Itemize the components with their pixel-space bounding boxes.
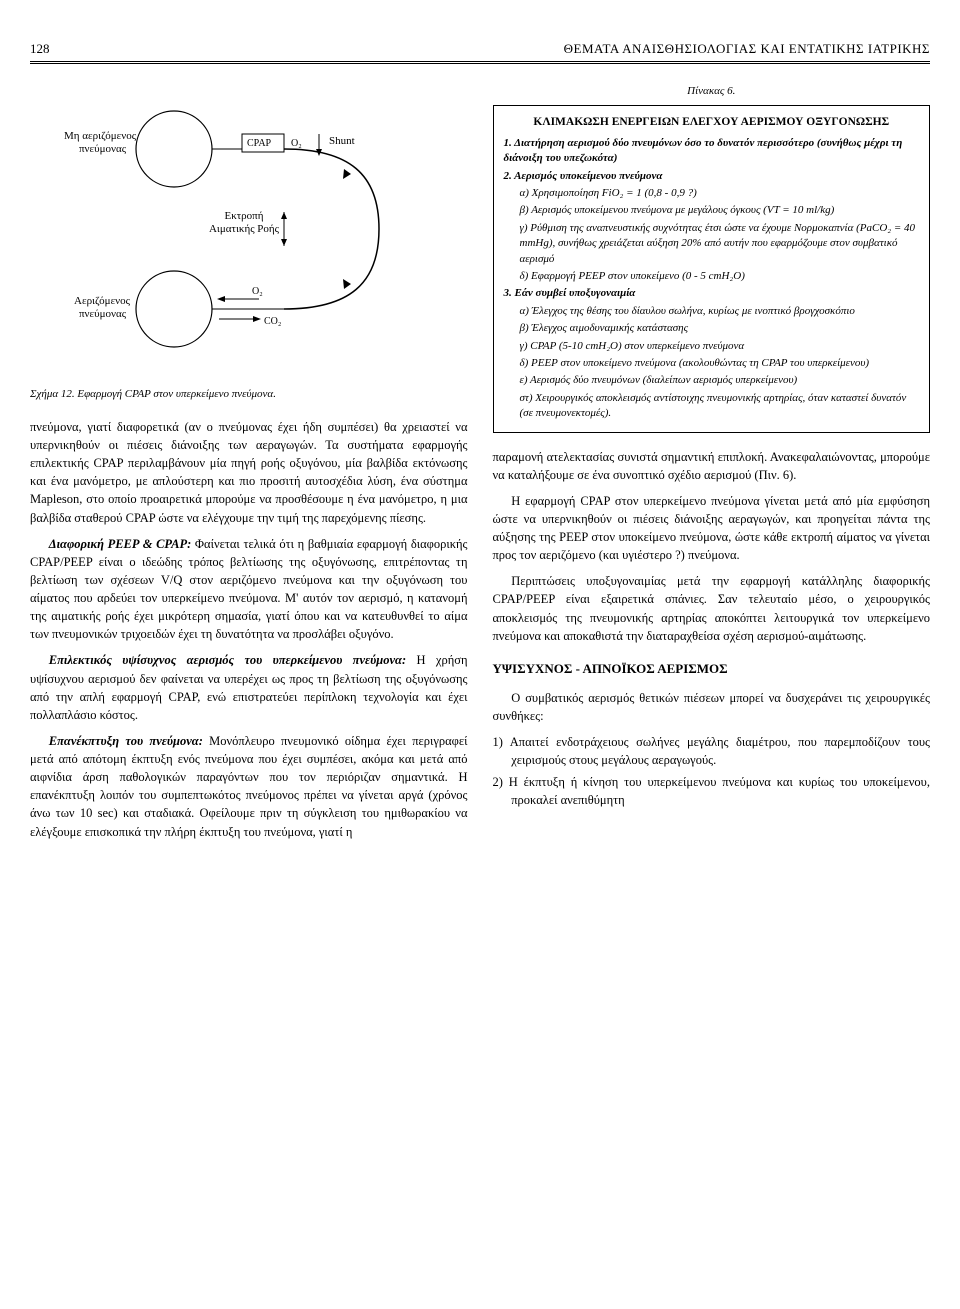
list-item-2: 2) Η έκπτυξη ή κίνηση του υπερκείμενου π… bbox=[493, 773, 931, 809]
page-number: 128 bbox=[30, 40, 50, 59]
left-p4: Επανέκπτυξη του πνεύμονα: Μονόπλευρο πνε… bbox=[30, 732, 468, 841]
label-o2: O₂ bbox=[252, 286, 263, 297]
p4-lead: Επανέκπτυξη του πνεύμονα: bbox=[49, 734, 203, 748]
table-item2c: γ) Ρύθμιση της αναπνευστικής συχνότητας … bbox=[520, 221, 920, 267]
label-co2: CO₂ bbox=[264, 316, 281, 327]
page-header: 128 ΘΕΜΑΤΑ ΑΝΑΙΣΘΗΣΙΟΛΟΓΙΑΣ ΚΑΙ ΕΝΤΑΤΙΚΗ… bbox=[30, 40, 930, 64]
label-cpap: CPAP bbox=[247, 138, 272, 149]
diagram-caption: Σχήμα 12. Εφαρμογή CPAP στον υπερκείμενο… bbox=[30, 387, 468, 403]
table-caption: Πίνακας 6. bbox=[493, 84, 931, 100]
label-nonvent: Μη αεριζόμενος bbox=[64, 130, 137, 142]
table-item3e: ε) Αερισμός δύο πνευμόνων (διαλείπων αερ… bbox=[520, 373, 920, 388]
label-vent: Αεριζόμενος bbox=[74, 295, 131, 307]
table-item2b: β) Αερισμός υποκείμενου πνεύμονα με μεγά… bbox=[520, 203, 920, 218]
table-item2d: δ) Εφαρμογή PEEP στον υποκείμενο (0 - 5 … bbox=[520, 269, 920, 284]
content-columns: Μη αεριζόμενος πνεύμονας Αεριζόμενος πνε… bbox=[30, 84, 930, 849]
table-item3c: γ) CPAP (5-10 cmH₂O) στον υπερκείμενο πν… bbox=[520, 339, 920, 354]
list-item-1: 1) Απαιτεί ενδοτράχειους σωλήνες μεγάλης… bbox=[493, 733, 931, 769]
table-item3d: δ) PEEP στον υποκείμενο πνεύμονα (ακολου… bbox=[520, 356, 920, 371]
p3-lead: Επιλεκτικός υψίσυχνος αερισμός του υπερκ… bbox=[49, 653, 406, 667]
table-item1: 1. Διατήρηση αερισμού δύο πνευμόνων όσο … bbox=[504, 136, 920, 167]
right-p3: Περιπτώσεις υποξυγοναιμίας μετά την εφαρ… bbox=[493, 572, 931, 645]
svg-text:O₂: O₂ bbox=[291, 138, 302, 149]
table-item3b: β) Έλεγχος αιμοδυναμικής κατάστασης bbox=[520, 321, 920, 336]
svg-text:πνεύμονας: πνεύμονας bbox=[79, 143, 127, 155]
table-item3st: στ) Χειρουργικός αποκλεισμός αντίστοιχης… bbox=[520, 391, 920, 422]
table-item2a: α) Χρησιμοποίηση FiO₂ = 1 (0,8 - 0,9 ?) bbox=[520, 186, 920, 201]
right-column: Πίνακας 6. ΚΛΙΜΑΚΩΣΗ ΕΝΕΡΓΕΙΩΝ ΕΛΕΓΧΟΥ Α… bbox=[493, 84, 931, 849]
table-box: ΚΛΙΜΑΚΩΣΗ ΕΝΕΡΓΕΙΩΝ ΕΛΕΓΧΟΥ ΑΕΡΙΣΜΟΥ ΟΞΥ… bbox=[493, 105, 931, 433]
svg-text:πνεύμονας: πνεύμονας bbox=[79, 308, 127, 320]
lung-diagram: Μη αεριζόμενος πνεύμονας Αεριζόμενος πνε… bbox=[30, 94, 468, 403]
right-p4: Ο συμβατικός αερισμός θετικών πιέσεων μπ… bbox=[493, 689, 931, 725]
label-diversion: Εκτροπή bbox=[224, 210, 263, 222]
svg-text:Αιματικής Ροής: Αιματικής Ροής bbox=[209, 223, 280, 235]
table-item2: 2. Αερισμός υποκείμενου πνεύμονα bbox=[504, 169, 920, 184]
table-title: ΚΛΙΜΑΚΩΣΗ ΕΝΕΡΓΕΙΩΝ ΕΛΕΓΧΟΥ ΑΕΡΙΣΜΟΥ ΟΞΥ… bbox=[504, 114, 920, 130]
left-p1: πνεύμονα, γιατί διαφορετικά (αν ο πνεύμο… bbox=[30, 418, 468, 527]
table-item3a: α) Έλεγχος της θέσης του δίαυλου σωλήνα,… bbox=[520, 304, 920, 319]
left-column: Μη αεριζόμενος πνεύμονας Αεριζόμενος πνε… bbox=[30, 84, 468, 849]
left-p3: Επιλεκτικός υψίσυχνος αερισμός του υπερκ… bbox=[30, 651, 468, 724]
p2-lead: Διαφορική PEEP & CPAP: bbox=[49, 537, 192, 551]
label-shunt: Shunt bbox=[329, 135, 355, 147]
table-item3: 3. Εάν συμβεί υποξυγοναιμία bbox=[504, 286, 920, 301]
right-p2: Η εφαρμογή CPAP στον υπερκείμενο πνεύμον… bbox=[493, 492, 931, 565]
left-p2: Διαφορική PEEP & CPAP: Φαίνεται τελικά ό… bbox=[30, 535, 468, 644]
header-title: ΘΕΜΑΤΑ ΑΝΑΙΣΘΗΣΙΟΛΟΓΙΑΣ ΚΑΙ ΕΝΤΑΤΙΚΗΣ ΙΑ… bbox=[564, 40, 930, 59]
section-heading: ΥΨΙΣΥΧΝΟΣ - ΑΠΝΟΪΚΟΣ ΑΕΡΙΣΜΟΣ bbox=[493, 660, 931, 679]
right-p1: παραμονή ατελεκτασίας συνιστά σημαντική … bbox=[493, 448, 931, 484]
